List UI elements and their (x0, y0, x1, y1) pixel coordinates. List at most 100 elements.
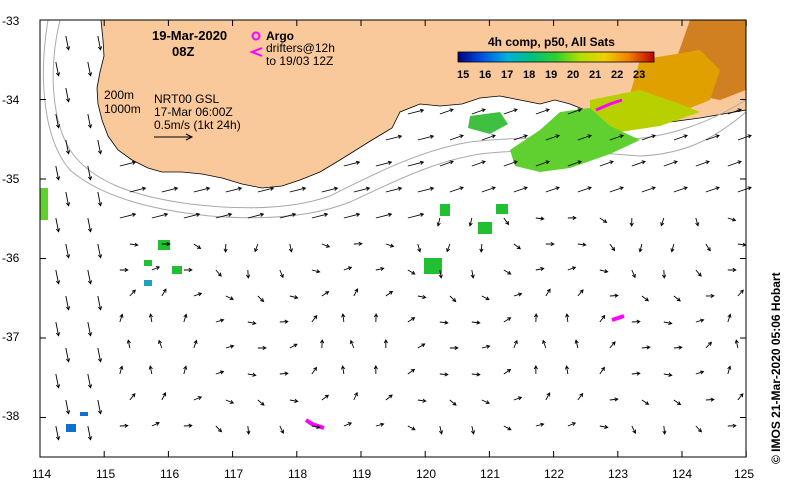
argo-label: Argo (266, 29, 294, 43)
x-tick-label: 120 (416, 467, 436, 481)
current-vector (599, 160, 614, 167)
current-vector (246, 269, 251, 279)
current-vector (87, 113, 93, 129)
current-vector (439, 425, 444, 435)
current-vector (727, 365, 732, 375)
current-vector (577, 186, 592, 193)
current-vector (215, 269, 222, 277)
current-vector (695, 269, 702, 277)
current-vector (158, 339, 163, 349)
current-vector (183, 212, 201, 219)
current-vector (183, 423, 193, 428)
current-vector (449, 295, 457, 303)
current-vector (535, 422, 545, 427)
x-tick-label: 121 (480, 467, 500, 481)
current-vector (55, 217, 61, 233)
current-vector (289, 186, 307, 193)
current-vector (577, 392, 584, 401)
current-vector (343, 266, 353, 271)
current-vector (385, 394, 393, 401)
current-vector (663, 160, 678, 167)
current-vector (705, 397, 715, 402)
current-vector (385, 134, 403, 141)
current-vector (641, 186, 656, 193)
current-vector (641, 345, 651, 350)
drifter-track-1 (611, 314, 625, 322)
current-vector (97, 191, 103, 207)
colorbar-tick: 16 (479, 69, 491, 81)
current-vector (129, 242, 139, 247)
current-vector (97, 399, 103, 415)
current-vector (599, 314, 606, 323)
current-vector (383, 339, 388, 349)
current-vector (439, 108, 454, 115)
current-vector (417, 294, 427, 300)
current-vector (631, 160, 646, 167)
current-vector (385, 243, 395, 248)
current-vector (705, 186, 720, 193)
current-vector (148, 365, 153, 375)
current-vector (119, 423, 129, 428)
current-vector (663, 372, 673, 377)
current-vector (257, 186, 275, 193)
current-vector (513, 339, 518, 349)
current-vector (574, 339, 579, 349)
argo-legend: Argo drifters@12h to 19/03 12Z (249, 29, 335, 68)
current-vector (577, 242, 587, 247)
current-vector (446, 243, 451, 253)
current-vector (247, 372, 257, 377)
current-vector (193, 186, 211, 193)
current-vector (535, 160, 550, 167)
current-vector (257, 295, 265, 303)
current-vector (535, 108, 550, 115)
current-vector (545, 241, 555, 247)
current-vector (129, 289, 136, 297)
current-vector (449, 399, 457, 406)
current-vector (599, 217, 608, 223)
sst-patch-f (158, 240, 170, 250)
map-hour: 08Z (172, 44, 194, 59)
current-vector (279, 269, 284, 279)
sst-patch-e (424, 258, 442, 274)
current-vector (609, 186, 624, 193)
colorbar-tick: 17 (501, 69, 513, 81)
current-vector (407, 425, 416, 431)
current-vector (407, 317, 416, 323)
current-vector (215, 212, 233, 219)
x-tick-label: 114 (32, 467, 51, 481)
current-vector (727, 313, 732, 323)
current-vector (629, 217, 634, 227)
current-vector (225, 344, 235, 349)
current-vector (161, 186, 179, 193)
current-vector (183, 313, 188, 323)
current-vector (375, 160, 393, 167)
current-vector (503, 368, 512, 375)
current-vector (87, 61, 93, 77)
current-vector (727, 423, 737, 428)
current-vector (673, 295, 681, 302)
current-vector (673, 186, 688, 193)
sst-patch-a (40, 188, 48, 220)
current-vector (641, 295, 650, 302)
colorbar-tick: 15 (457, 69, 469, 81)
current-vector (470, 269, 475, 279)
current-vector (481, 186, 496, 193)
current-vector (119, 160, 137, 167)
sst-patch-green-main (510, 108, 640, 172)
sst-patch-green-small (468, 112, 508, 134)
current-vector (193, 396, 203, 401)
current-vector (193, 243, 202, 249)
current-vector (373, 313, 379, 323)
x-tick-label: 115 (96, 467, 115, 481)
y-tick-label: -33 (2, 14, 20, 28)
current-vector (737, 186, 752, 193)
current-vector (609, 341, 616, 349)
current-vector (663, 320, 673, 326)
current-vector (65, 87, 71, 103)
current-vector (439, 160, 454, 167)
current-vector (343, 160, 361, 167)
x-tick-label: 123 (608, 467, 628, 481)
current-vector (673, 134, 688, 141)
current-vector (320, 339, 325, 349)
x-tick-label: 122 (544, 467, 564, 481)
